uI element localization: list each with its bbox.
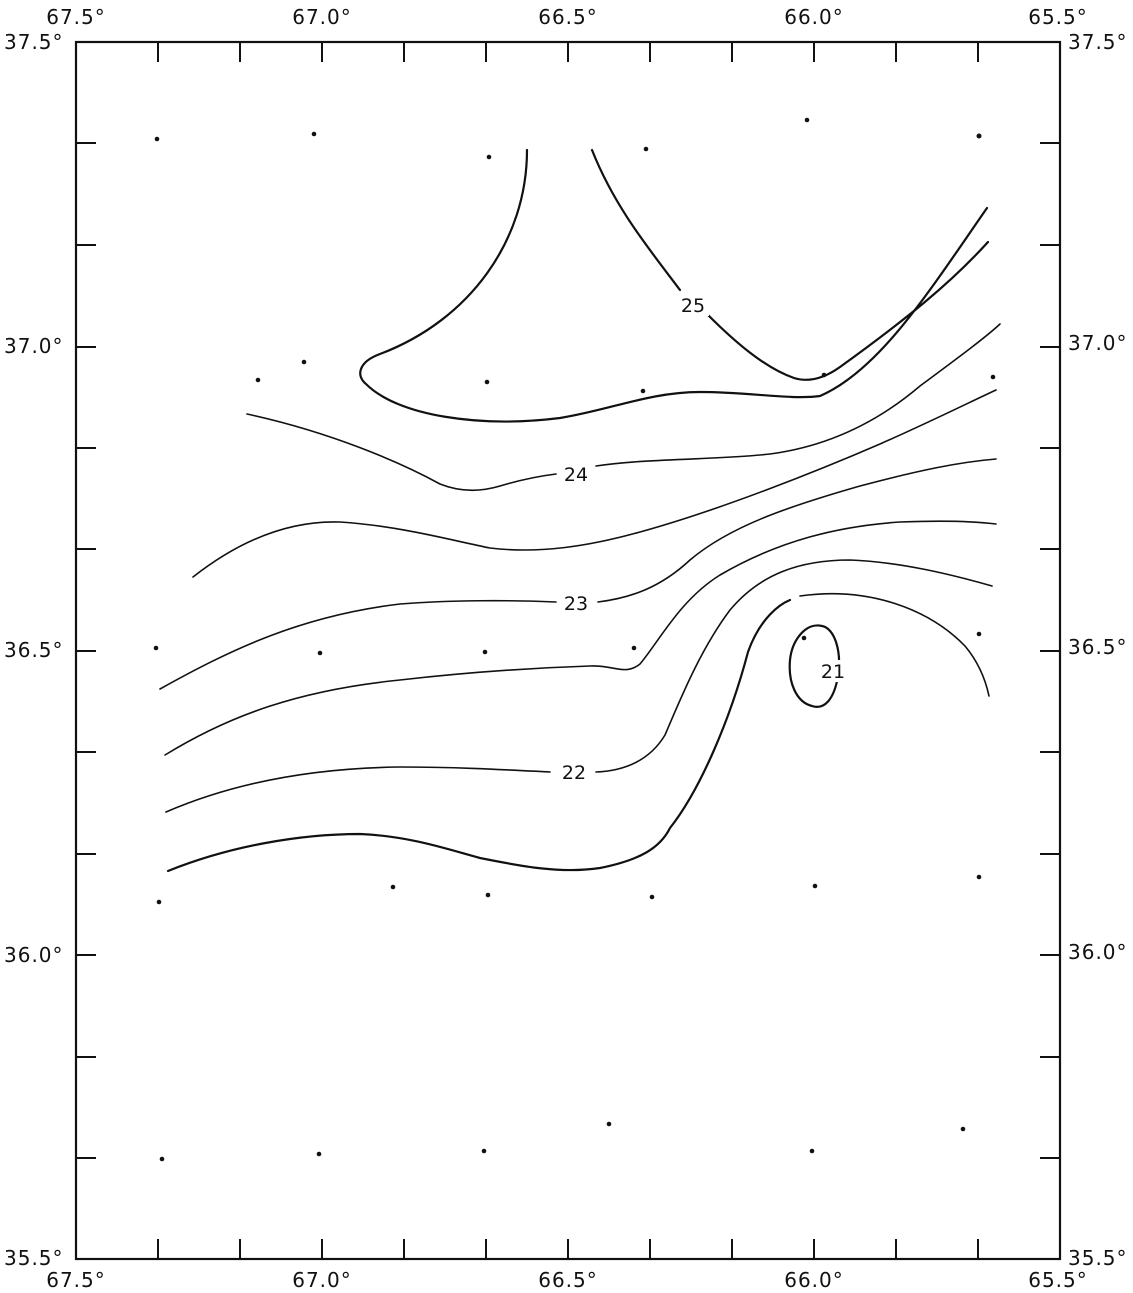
station-dot bbox=[154, 136, 160, 142]
contour-21-loop bbox=[788, 624, 841, 708]
station-dot bbox=[812, 883, 818, 889]
contour-21-5 bbox=[166, 598, 792, 873]
top-label-2: 67.0° bbox=[292, 5, 352, 29]
contour-24-5-right bbox=[595, 323, 1001, 467]
right-label-1: 37.5° bbox=[1068, 30, 1128, 54]
right-axis-labels: 37.5° 37.0° 36.5° 36.0° 35.5° bbox=[1068, 30, 1128, 1270]
station-dot bbox=[801, 635, 807, 641]
top-label-5: 65.5° bbox=[1028, 5, 1088, 29]
station-dot bbox=[976, 631, 982, 637]
contour-22-right bbox=[595, 559, 993, 773]
station-dot bbox=[486, 154, 492, 160]
right-label-2: 37.0° bbox=[1068, 331, 1128, 355]
station-dot bbox=[960, 1126, 966, 1132]
contour-24-5 bbox=[246, 413, 557, 492]
contour-labels: 25 24 23 22 21 bbox=[556, 294, 846, 784]
top-label-1: 67.5° bbox=[46, 5, 106, 29]
station-dot bbox=[485, 892, 491, 898]
top-label-3: 66.5° bbox=[538, 5, 598, 29]
station-dot bbox=[482, 649, 488, 655]
station-dot bbox=[484, 379, 490, 385]
station-dot bbox=[153, 645, 159, 651]
contour-21-5-right bbox=[799, 592, 990, 697]
station-dot bbox=[311, 131, 317, 137]
station-dot bbox=[156, 899, 162, 905]
contour-label-23: 23 bbox=[564, 593, 588, 615]
station-dot bbox=[643, 146, 649, 152]
top-axis-labels: 67.5° 67.0° 66.5° 66.0° 65.5° bbox=[46, 5, 1088, 29]
left-label-3: 36.5° bbox=[4, 638, 64, 662]
contour-24 bbox=[192, 389, 997, 578]
bottom-label-5: 65.5° bbox=[1028, 1268, 1088, 1292]
right-label-4: 36.0° bbox=[1068, 940, 1128, 964]
left-axis-labels: 37.5° 37.0° 36.5° 36.0° 35.5° bbox=[4, 30, 64, 1270]
contour-23-left bbox=[159, 599, 557, 690]
contour-25-right-branch bbox=[590, 148, 682, 292]
left-label-4: 36.0° bbox=[4, 943, 64, 967]
contour-22-left bbox=[165, 766, 551, 813]
station-dot bbox=[301, 359, 307, 365]
station-dot bbox=[481, 1148, 487, 1154]
contour-label-25: 25 bbox=[681, 295, 705, 317]
map-frame bbox=[74, 40, 1062, 1261]
contour-23-right bbox=[597, 458, 997, 603]
bottom-label-3: 66.5° bbox=[538, 1268, 598, 1292]
bottom-label-2: 67.0° bbox=[292, 1268, 352, 1292]
station-dot bbox=[255, 377, 261, 383]
contour-label-24: 24 bbox=[564, 464, 588, 486]
top-label-4: 66.0° bbox=[784, 5, 844, 29]
station-dot bbox=[606, 1121, 612, 1127]
axis-ticks bbox=[76, 42, 1060, 1259]
contour-label-21: 21 bbox=[821, 661, 845, 683]
contour-25-left-branch bbox=[359, 148, 989, 423]
station-dot bbox=[390, 884, 396, 890]
station-dot bbox=[640, 388, 646, 394]
bottom-axis-labels: 67.5° 67.0° 66.5° 66.0° 65.5° bbox=[46, 1268, 1088, 1292]
contour-25-right-branch-lower bbox=[706, 240, 990, 381]
bottom-label-4: 66.0° bbox=[784, 1268, 844, 1292]
left-label-5: 35.5° bbox=[4, 1246, 64, 1270]
contour-lines bbox=[159, 148, 1001, 873]
station-dot bbox=[649, 894, 655, 900]
station-dot bbox=[809, 1148, 815, 1154]
right-label-3: 36.5° bbox=[1068, 635, 1128, 659]
left-label-2: 37.0° bbox=[4, 334, 64, 358]
right-label-5: 35.5° bbox=[1068, 1246, 1128, 1270]
station-points bbox=[153, 117, 996, 1162]
station-dot bbox=[976, 133, 982, 139]
bottom-label-1: 67.5° bbox=[46, 1268, 106, 1292]
station-dot bbox=[316, 1151, 322, 1157]
contour-22-5 bbox=[164, 520, 997, 756]
station-dot bbox=[317, 650, 323, 656]
left-label-1: 37.5° bbox=[4, 30, 64, 54]
station-dot bbox=[159, 1156, 165, 1162]
station-dot bbox=[990, 374, 996, 380]
station-dot bbox=[976, 874, 982, 880]
contour-label-22: 22 bbox=[562, 762, 586, 784]
station-dot bbox=[631, 645, 637, 651]
station-dot bbox=[804, 117, 810, 123]
